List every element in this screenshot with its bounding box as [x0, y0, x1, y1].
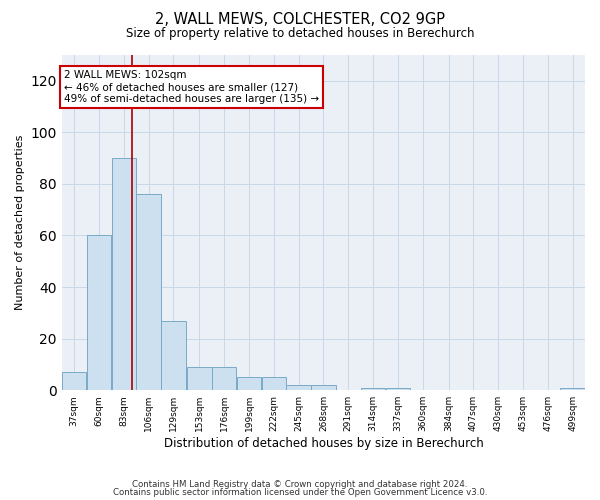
Text: Size of property relative to detached houses in Berechurch: Size of property relative to detached ho… — [126, 28, 474, 40]
Bar — [361, 388, 385, 390]
Bar — [237, 378, 261, 390]
Bar — [112, 158, 136, 390]
Y-axis label: Number of detached properties: Number of detached properties — [15, 135, 25, 310]
Text: 2, WALL MEWS, COLCHESTER, CO2 9GP: 2, WALL MEWS, COLCHESTER, CO2 9GP — [155, 12, 445, 26]
Bar — [560, 388, 585, 390]
Bar — [187, 367, 212, 390]
Bar — [311, 385, 335, 390]
Bar — [87, 236, 111, 390]
Text: 2 WALL MEWS: 102sqm
← 46% of detached houses are smaller (127)
49% of semi-detac: 2 WALL MEWS: 102sqm ← 46% of detached ho… — [64, 70, 319, 104]
Text: Contains public sector information licensed under the Open Government Licence v3: Contains public sector information licen… — [113, 488, 487, 497]
Bar — [262, 378, 286, 390]
Bar — [136, 194, 161, 390]
Bar — [386, 388, 410, 390]
X-axis label: Distribution of detached houses by size in Berechurch: Distribution of detached houses by size … — [164, 437, 483, 450]
Bar — [62, 372, 86, 390]
Bar — [286, 385, 311, 390]
Text: Contains HM Land Registry data © Crown copyright and database right 2024.: Contains HM Land Registry data © Crown c… — [132, 480, 468, 489]
Bar — [161, 320, 185, 390]
Bar — [212, 367, 236, 390]
